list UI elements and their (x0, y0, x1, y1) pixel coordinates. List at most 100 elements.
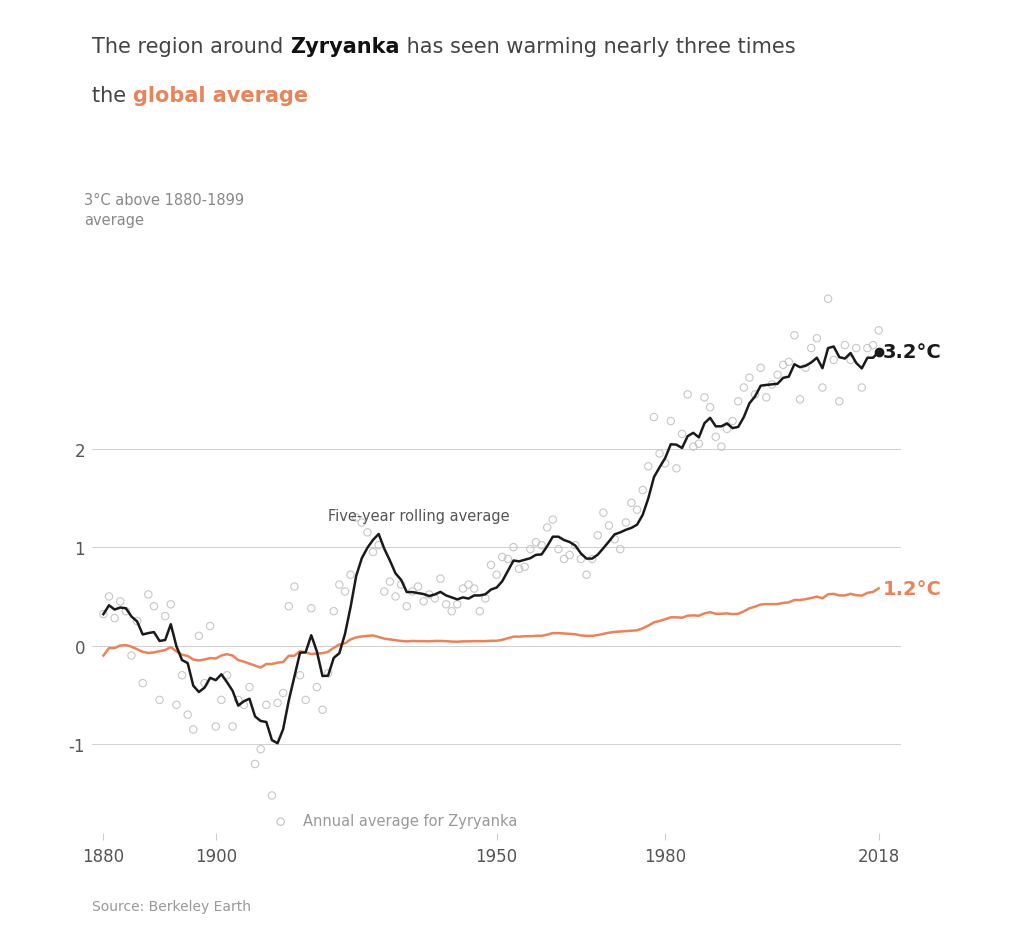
Point (837, 338, 853, 353)
Point (190, 629, 207, 644)
Point (303, 601, 319, 616)
Legend: Annual average for Zyryanka: Annual average for Zyryanka (266, 813, 517, 828)
Point (168, 697, 184, 712)
Point (685, 440, 701, 455)
Point (129, 614, 145, 629)
Point (236, 697, 252, 712)
Point (297, 693, 313, 708)
Point (185, 723, 202, 738)
Point (629, 503, 645, 518)
Point (663, 414, 679, 429)
Point (174, 668, 190, 683)
Point (427, 592, 443, 607)
Point (590, 528, 606, 543)
Point (545, 513, 561, 528)
Point (753, 361, 769, 376)
Point (584, 552, 600, 567)
Point (724, 414, 740, 429)
Point (539, 520, 555, 535)
Point (595, 505, 611, 520)
Point (230, 693, 247, 708)
Point (219, 668, 236, 683)
Point (854, 381, 870, 396)
Point (466, 581, 482, 596)
Point (786, 329, 803, 344)
Text: Zyryanka: Zyryanka (290, 37, 399, 57)
Point (606, 533, 623, 548)
Point (803, 342, 819, 357)
Point (746, 388, 763, 402)
Point (253, 742, 269, 757)
Point (308, 680, 325, 695)
Text: has seen warming nearly three times: has seen warming nearly three times (399, 37, 796, 57)
Text: Five-year rolling average: Five-year rolling average (328, 508, 510, 523)
Point (696, 390, 713, 405)
Point (494, 550, 510, 565)
Point (140, 587, 157, 602)
Text: the: the (92, 86, 133, 106)
Point (157, 609, 173, 624)
Text: 3.2°C: 3.2°C (883, 343, 942, 362)
Point (635, 483, 651, 498)
Point (561, 548, 578, 563)
Point (516, 560, 532, 575)
Point (342, 567, 358, 582)
Point (798, 361, 814, 376)
Point (865, 338, 882, 353)
Point (461, 578, 477, 592)
Point (432, 572, 449, 587)
Point (416, 594, 432, 609)
Point (601, 519, 617, 534)
Point (376, 584, 392, 599)
Text: global average: global average (133, 86, 308, 106)
Point (708, 430, 724, 445)
Point (735, 381, 752, 396)
Point (572, 552, 589, 567)
Point (477, 592, 494, 607)
Point (197, 676, 213, 691)
Point (112, 594, 128, 609)
Point (624, 496, 640, 511)
Point (281, 599, 297, 614)
Point (820, 292, 837, 307)
Text: 1.2°C: 1.2°C (883, 579, 942, 598)
Point (730, 394, 746, 409)
Point (814, 381, 830, 396)
Point (95, 607, 112, 622)
Point (224, 719, 241, 734)
Point (483, 558, 500, 573)
Point (680, 388, 696, 402)
Text: The region around: The region around (92, 37, 290, 57)
Point (450, 597, 466, 612)
Point (674, 427, 690, 442)
Point (792, 392, 808, 407)
Point (488, 567, 505, 582)
Point (859, 342, 876, 357)
Point (831, 394, 848, 409)
Point (410, 579, 426, 594)
Point (337, 584, 353, 599)
Point (534, 538, 550, 553)
Point (640, 460, 656, 475)
Point (179, 708, 196, 723)
Point (145, 599, 162, 614)
Point (118, 604, 134, 619)
Point (319, 666, 336, 681)
Point (359, 525, 376, 540)
Point (617, 516, 634, 531)
Point (365, 545, 381, 560)
Point (505, 540, 521, 555)
Point (247, 756, 263, 771)
Point (758, 390, 774, 405)
Point (134, 676, 151, 691)
Point (825, 353, 842, 368)
Point (500, 552, 516, 567)
Point (269, 695, 286, 710)
Point (152, 693, 168, 708)
Point (579, 567, 595, 582)
Point (100, 590, 117, 605)
Point (764, 377, 780, 392)
Point (550, 542, 566, 557)
Point (123, 649, 139, 664)
Point (326, 604, 342, 619)
